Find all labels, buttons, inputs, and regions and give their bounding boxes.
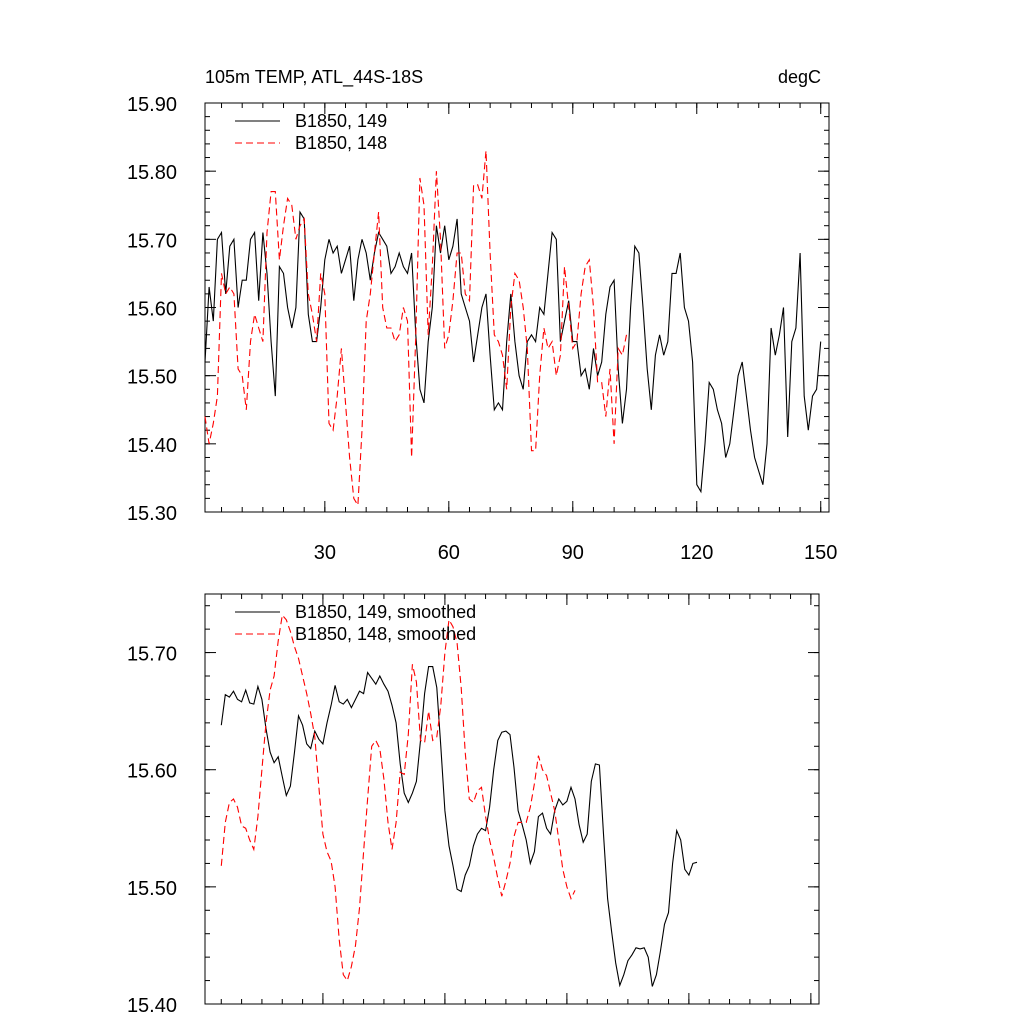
y-tick-label: 15.60 bbox=[127, 761, 177, 783]
x-tick-label: 60 bbox=[438, 542, 460, 564]
y-tick-label: 15.50 bbox=[127, 367, 177, 389]
y-tick-label: 15.70 bbox=[127, 644, 177, 666]
units-label: degC bbox=[778, 67, 821, 87]
x-tick-label: 150 bbox=[804, 542, 837, 564]
y-tick-label: 15.70 bbox=[127, 230, 177, 252]
series-line-run-148 bbox=[204, 150, 628, 508]
y-tick-label: 15.60 bbox=[127, 299, 177, 321]
chart-title: 105m TEMP, ATL_44S-18S bbox=[205, 67, 423, 88]
x-tick-label: 120 bbox=[680, 542, 713, 564]
x-tick-label: 90 bbox=[562, 542, 584, 564]
y-tick-label: 15.40 bbox=[127, 995, 177, 1017]
plot-frame bbox=[204, 593, 820, 1005]
legend-label: B1850, 149 bbox=[295, 111, 387, 131]
legend-label: B1850, 148, smoothed bbox=[295, 624, 476, 644]
series-line-run-149 bbox=[220, 666, 698, 988]
y-tick-label: 15.30 bbox=[127, 503, 177, 525]
y-tick-label: 15.80 bbox=[127, 162, 177, 184]
plot-frame bbox=[204, 102, 830, 513]
x-tick-label: 30 bbox=[314, 542, 336, 564]
series-line-run-148 bbox=[220, 613, 576, 982]
top-panel: 105m TEMP, ATL_44S-18S degC 15.30 15.40 15.5… bbox=[127, 67, 837, 564]
bottom-panel: 15.40 15.50 15.60 15.70 B1850, 149, smoothed… bbox=[127, 593, 820, 1017]
y-tick-label: 15.40 bbox=[127, 435, 177, 457]
y-tick-label: 15.90 bbox=[127, 94, 177, 116]
series-line-run-149 bbox=[204, 210, 822, 494]
legend-label: B1850, 149, smoothed bbox=[295, 602, 476, 622]
legend-label: B1850, 148 bbox=[295, 133, 387, 153]
y-tick-label: 15.50 bbox=[127, 878, 177, 900]
